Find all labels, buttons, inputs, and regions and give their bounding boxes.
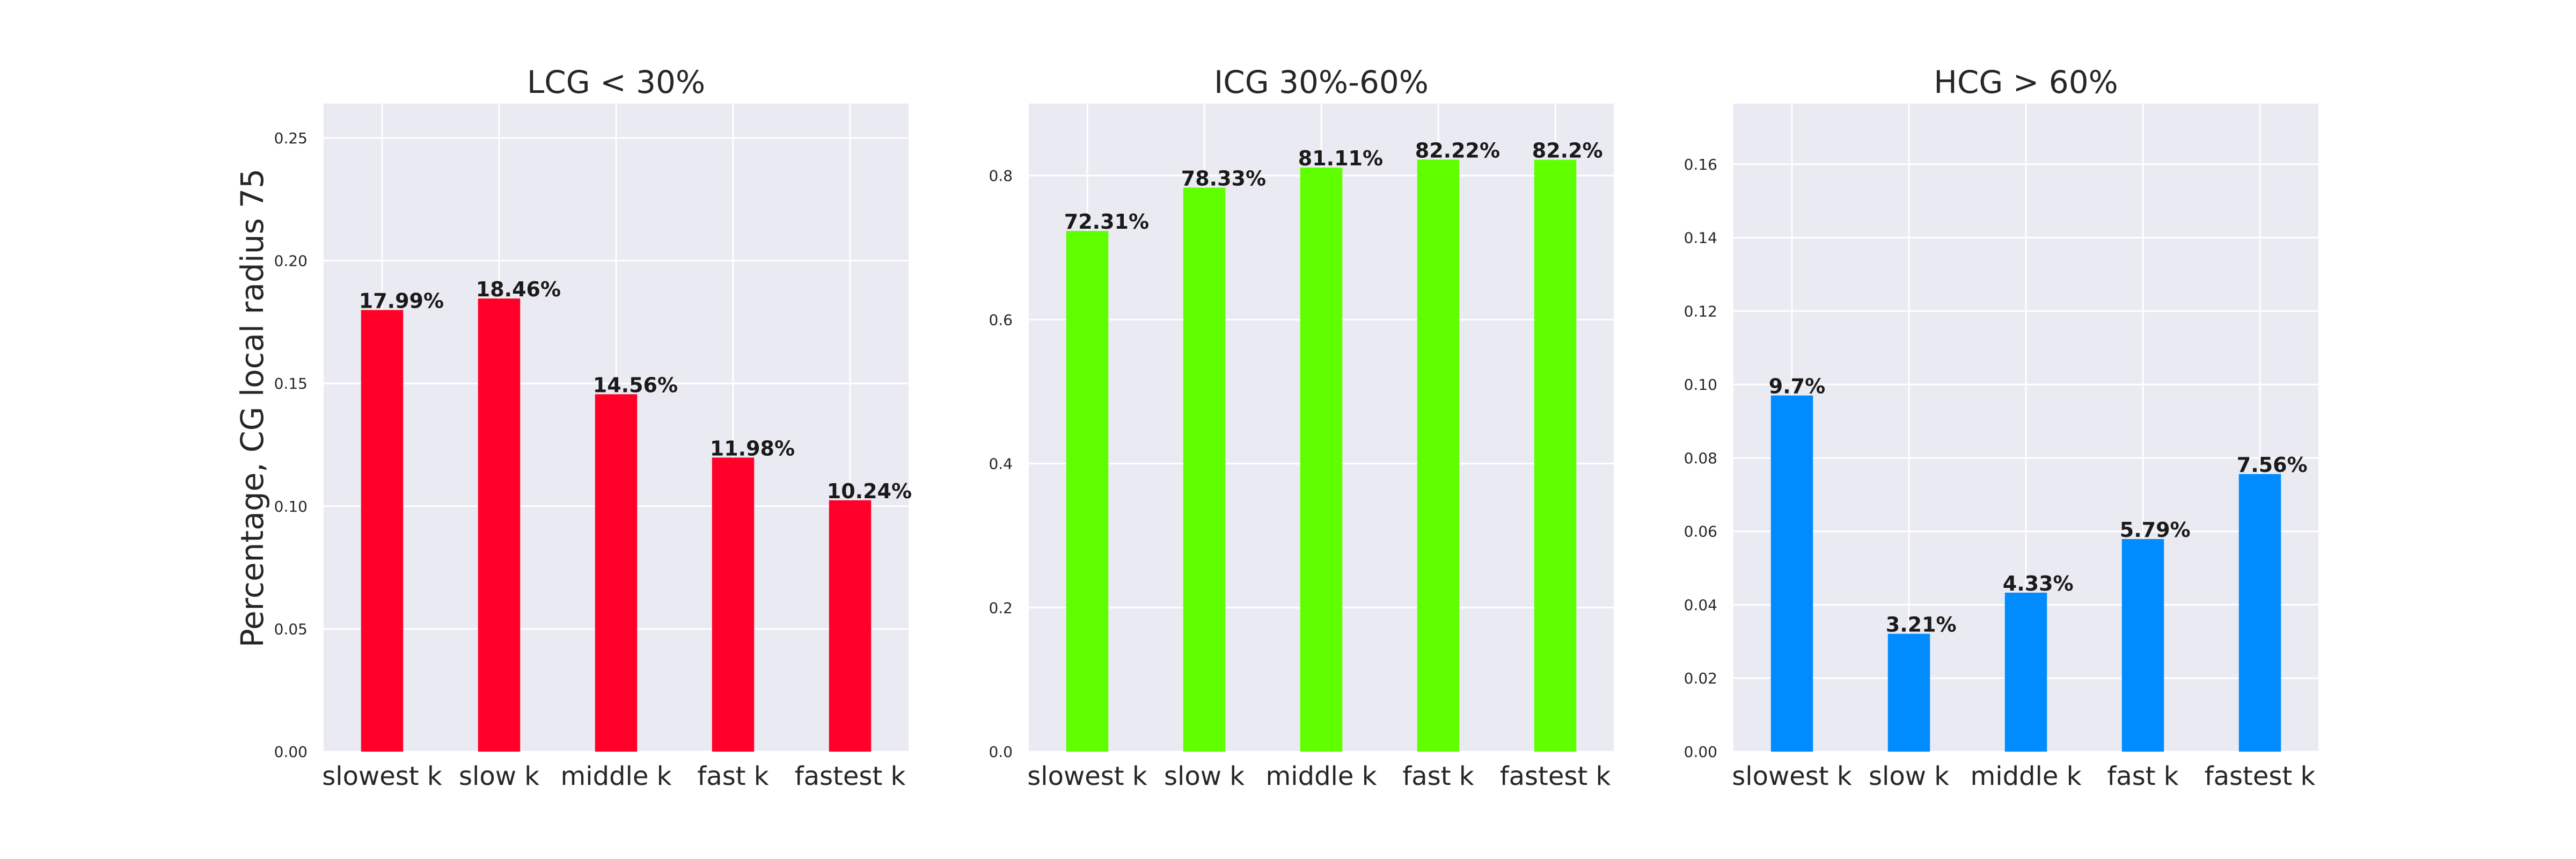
panel-1: 0.00 0.05 0.10 0.15 0.20 0.25 17.99% slowest k 1… xyxy=(274,64,912,791)
y-tick-label: 0.25 xyxy=(274,129,308,147)
bar-4 xyxy=(1417,159,1460,752)
chart-title: LCG < 30% xyxy=(527,64,705,100)
x-tick-label: fastest k xyxy=(795,761,906,791)
bar-5 xyxy=(1534,159,1577,752)
bar-value-label: 17.99% xyxy=(359,289,444,313)
bar-value-label: 7.56% xyxy=(2237,453,2308,477)
bar-value-label: 82.22% xyxy=(1415,139,1500,162)
panels: 0.00 0.05 0.10 0.15 0.20 0.25 17.99% slowest k 1… xyxy=(274,64,2318,791)
bar-4 xyxy=(712,457,755,752)
x-tick-label: slowest k xyxy=(1732,761,1852,791)
y-tick-label: 0.14 xyxy=(1684,229,1717,247)
y-tick-label: 0.20 xyxy=(274,252,308,270)
bar-value-label: 3.21% xyxy=(1886,613,1957,636)
x-tick-label: slowest k xyxy=(322,761,442,791)
y-tick-label: 0.0 xyxy=(989,743,1013,761)
bar-4 xyxy=(2121,539,2164,752)
y-tick-label: 0.8 xyxy=(989,167,1013,185)
y-tick-label: 0.08 xyxy=(1684,449,1717,467)
y-tick-label: 0.4 xyxy=(989,455,1013,473)
x-tick-label: middle k xyxy=(1266,761,1377,791)
bar-value-label: 72.31% xyxy=(1064,210,1149,234)
bar-2 xyxy=(1183,187,1226,752)
bar-value-label: 82.2% xyxy=(1532,139,1603,163)
bar-5 xyxy=(829,500,872,752)
x-tick-label: fast k xyxy=(2107,761,2178,791)
x-tick-label: middle k xyxy=(561,761,672,791)
bar-value-label: 5.79% xyxy=(2120,518,2191,542)
bar-5 xyxy=(2238,474,2281,752)
bar-value-label: 14.56% xyxy=(593,373,678,397)
chart-title: HCG > 60% xyxy=(1934,64,2118,100)
bar-3 xyxy=(2004,592,2047,752)
y-tick-label: 0.05 xyxy=(274,620,308,638)
bar-1 xyxy=(1770,395,1813,752)
bar-1 xyxy=(1066,231,1109,752)
x-tick-label: fastest k xyxy=(2205,761,2316,791)
bar-value-label: 4.33% xyxy=(2003,572,2074,595)
x-tick-label: middle k xyxy=(1971,761,2082,791)
x-tick-label: fastest k xyxy=(1500,761,1611,791)
bar-value-label: 18.46% xyxy=(476,278,561,301)
bar-value-label: 9.7% xyxy=(1769,375,1825,398)
x-tick-label: fast k xyxy=(1402,761,1474,791)
y-tick-label: 0.10 xyxy=(274,498,308,515)
x-tick-label: slow k xyxy=(1164,761,1245,791)
x-tick-label: fast k xyxy=(697,761,769,791)
y-tick-label: 0.12 xyxy=(1684,302,1717,320)
y-tick-label: 0.10 xyxy=(1684,376,1717,394)
panel-3: 0.00 0.02 0.04 0.06 0.08 0.10 0.12 0.14 0.16 9.7%… xyxy=(1684,64,2318,791)
bar-value-label: 81.11% xyxy=(1298,147,1383,170)
bar-value-label: 10.24% xyxy=(827,479,912,503)
x-tick-label: slowest k xyxy=(1027,761,1147,791)
y-tick-label: 0.00 xyxy=(1684,743,1717,761)
x-tick-label: slow k xyxy=(459,761,539,791)
y-tick-label: 0.15 xyxy=(274,375,308,392)
y-tick-label: 0.06 xyxy=(1684,523,1717,541)
y-axis-label: Percentage, CG local radius 75 xyxy=(234,169,270,647)
chart-title: ICG 30%-60% xyxy=(1214,64,1429,100)
bar-3 xyxy=(1300,168,1343,752)
panel-2: 0.0 0.2 0.4 0.6 0.8 72.31% slowest k 78.33% slow… xyxy=(989,64,1614,791)
bar-2 xyxy=(1887,634,1930,752)
bar-value-label: 78.33% xyxy=(1181,167,1266,191)
y-tick-label: 0.00 xyxy=(274,743,308,761)
y-tick-label: 0.04 xyxy=(1684,596,1717,614)
y-tick-label: 0.6 xyxy=(989,311,1013,329)
bar-value-label: 11.98% xyxy=(710,436,795,460)
y-tick-label: 0.16 xyxy=(1684,156,1717,173)
bar-2 xyxy=(478,299,521,752)
bar-1 xyxy=(361,310,404,752)
x-tick-label: slow k xyxy=(1869,761,1949,791)
y-tick-label: 0.2 xyxy=(989,599,1013,617)
bar-3 xyxy=(595,394,638,752)
y-tick-label: 0.02 xyxy=(1684,669,1717,687)
